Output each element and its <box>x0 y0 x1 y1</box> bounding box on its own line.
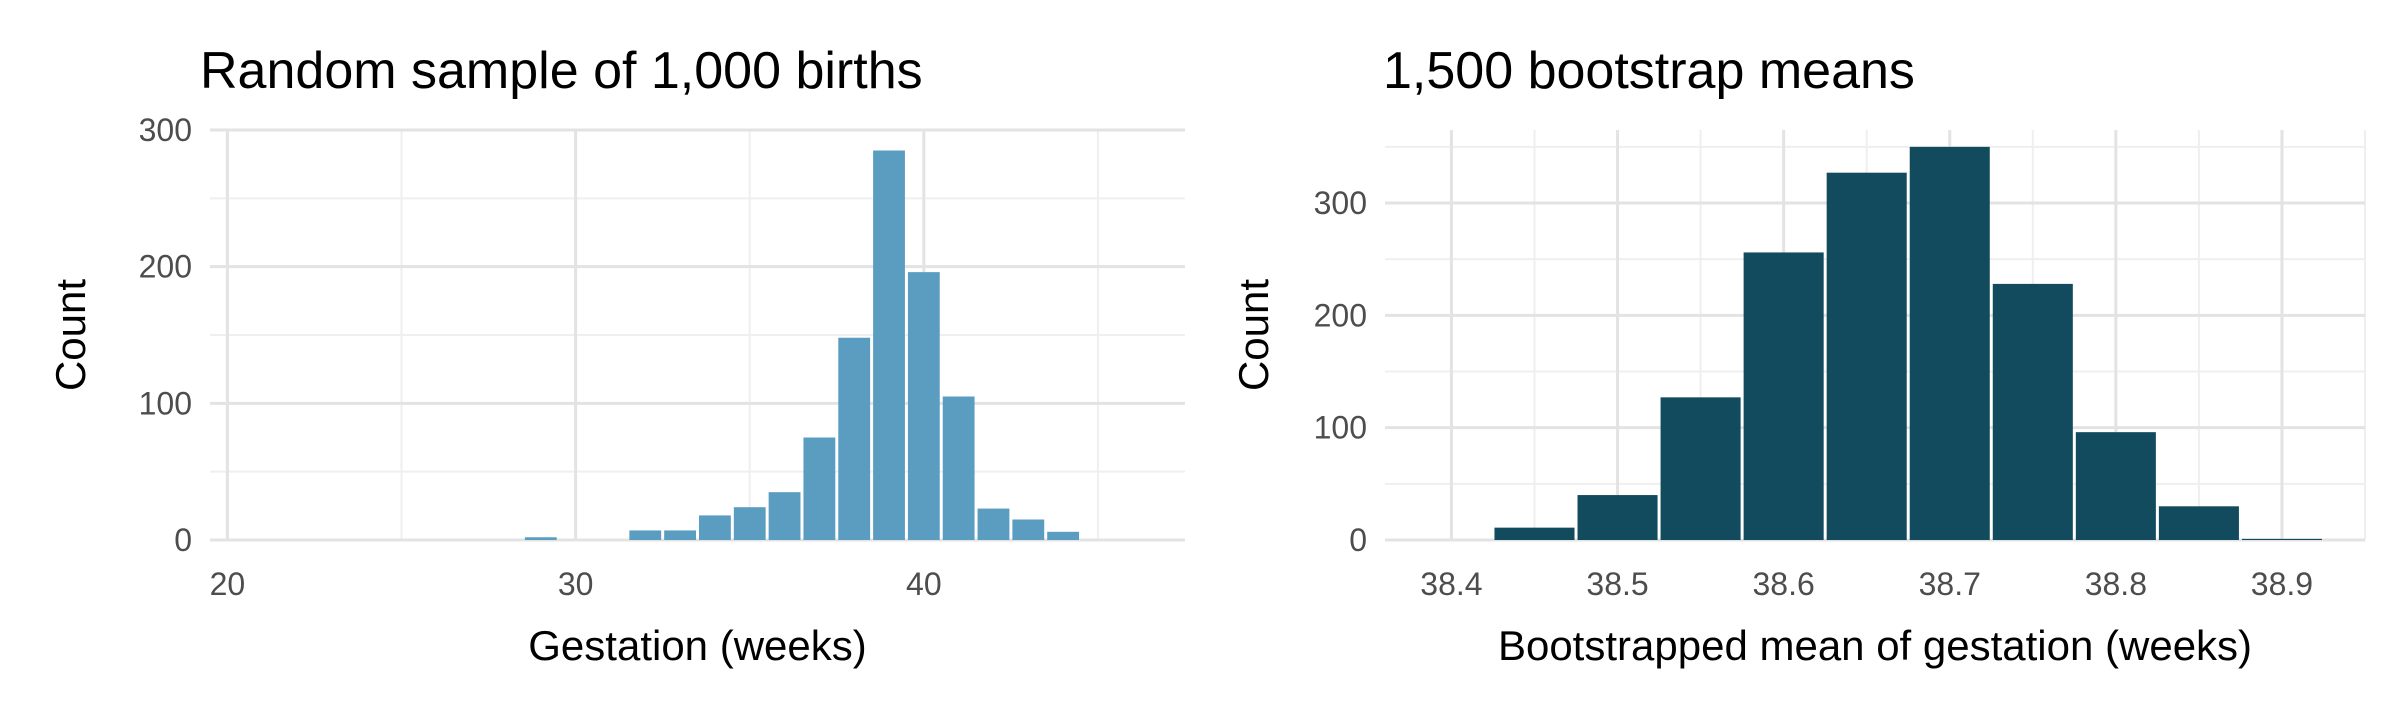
chart-title: 1,500 bootstrap means <box>1383 42 1915 100</box>
histogram-bar <box>699 515 731 540</box>
histogram-bar <box>1012 519 1045 540</box>
histogram-bar <box>977 508 1010 540</box>
histogram-bar <box>1660 397 1741 540</box>
histogram-bar <box>629 530 662 540</box>
histogram-bar <box>768 492 801 540</box>
x-axis-label: Gestation (weeks) <box>528 622 866 669</box>
x-axis-label: Bootstrapped mean of gestation (weeks) <box>1498 622 2252 669</box>
x-tick-label: 30 <box>558 566 594 602</box>
chart-panel-2: 0 100 200 300 38.4 38.5 38.6 38.7 38.8 38.9 1,500 … <box>1230 42 2366 669</box>
y-axis-label: Count <box>1230 279 1277 391</box>
y-tick-label: 200 <box>139 249 192 285</box>
histogram-bar <box>942 396 975 540</box>
x-tick-label: 38.9 <box>2251 566 2313 602</box>
y-tick-label: 100 <box>139 385 192 421</box>
y-tick-label: 0 <box>174 522 192 558</box>
histogram-bar <box>1494 527 1575 540</box>
chart-title: Random sample of 1,000 births <box>200 42 923 100</box>
histogram-bar <box>2075 432 2156 540</box>
histogram-bar <box>1992 283 2073 540</box>
histogram-bar <box>2241 538 2322 540</box>
histogram-bar <box>873 150 905 540</box>
x-tick-label: 38.4 <box>1420 566 1482 602</box>
x-tick-label: 38.5 <box>1586 566 1648 602</box>
y-tick-label: 0 <box>1349 522 1367 558</box>
histogram-bar <box>1047 531 1080 540</box>
x-tick-label: 38.8 <box>2085 566 2147 602</box>
y-axis-label: Count <box>47 279 94 391</box>
histogram-bar <box>733 507 766 540</box>
histogram-bar <box>664 530 696 540</box>
histogram-bar <box>1826 172 1907 540</box>
x-tick-label: 38.7 <box>1919 566 1981 602</box>
y-tick-label: 300 <box>1314 185 1367 221</box>
y-tick-label: 200 <box>1314 297 1367 333</box>
histogram-bar <box>524 537 557 540</box>
chart-panel-1: 0 100 200 300 20 30 40 Random sample of 1,000 b… <box>47 42 1185 669</box>
histogram-bar <box>803 437 836 540</box>
x-tick-label: 20 <box>210 566 246 602</box>
histogram-bar <box>838 337 871 540</box>
y-tick-label: 300 <box>139 112 192 148</box>
histogram-bar <box>907 272 940 540</box>
y-tick-label: 100 <box>1314 410 1367 446</box>
histogram-bar <box>1743 252 1824 540</box>
histogram-bar <box>1577 495 1658 540</box>
histogram-bar <box>2158 506 2239 540</box>
histogram-bar <box>1909 146 1990 541</box>
x-tick-label: 40 <box>906 566 942 602</box>
x-tick-label: 38.6 <box>1753 566 1815 602</box>
